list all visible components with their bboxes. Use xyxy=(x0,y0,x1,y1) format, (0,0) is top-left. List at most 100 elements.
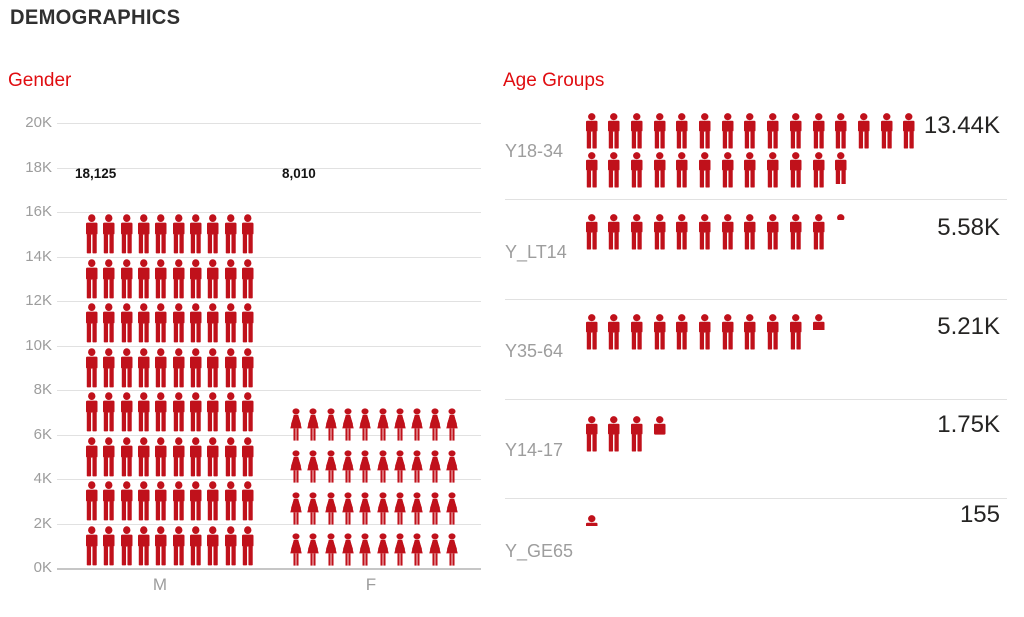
person-icon-male[interactable] xyxy=(223,214,239,255)
person-icon-male[interactable] xyxy=(652,314,668,351)
person-icon-male[interactable] xyxy=(720,314,736,351)
person-icon-male[interactable] xyxy=(205,436,221,478)
person-icon-male[interactable] xyxy=(136,436,152,478)
person-icon-male[interactable] xyxy=(240,303,256,344)
person-icon-male[interactable] xyxy=(119,347,135,389)
person-icon-female[interactable] xyxy=(357,491,373,526)
person-icon-male[interactable] xyxy=(629,151,645,189)
person-icon-male[interactable] xyxy=(765,112,781,150)
person-icon-male[interactable] xyxy=(223,436,239,478)
person-icon-male[interactable] xyxy=(652,151,668,189)
person-icon-male[interactable] xyxy=(584,416,600,453)
person-icon-male[interactable] xyxy=(136,258,152,300)
person-icon-female[interactable] xyxy=(340,491,356,526)
person-icon-male[interactable] xyxy=(84,258,100,300)
person-icon-male[interactable] xyxy=(171,481,187,522)
person-icon-female[interactable] xyxy=(288,408,304,442)
person-icon-female[interactable] xyxy=(288,533,304,567)
person-icon-male[interactable] xyxy=(652,112,668,150)
person-icon-female[interactable] xyxy=(427,491,443,526)
person-icon-male[interactable] xyxy=(136,525,152,567)
person-icon-male[interactable] xyxy=(674,112,690,150)
person-icon-male[interactable] xyxy=(188,525,204,567)
person-icon-male[interactable] xyxy=(101,525,117,567)
person-icon-male[interactable] xyxy=(788,151,804,189)
person-icon-female[interactable] xyxy=(444,408,460,442)
person-icon-female[interactable] xyxy=(323,408,339,442)
person-icon-male[interactable] xyxy=(153,525,169,567)
person-icon-female[interactable] xyxy=(375,491,391,526)
person-icon-male[interactable] xyxy=(119,481,135,522)
person-icon-male[interactable] xyxy=(205,525,221,567)
person-icon-male[interactable] xyxy=(153,303,169,344)
person-icon-male[interactable] xyxy=(765,151,781,189)
person-icon-male[interactable] xyxy=(720,112,736,150)
person-icon-female[interactable] xyxy=(375,408,391,442)
person-icon-female[interactable] xyxy=(427,408,443,442)
person-icon-female[interactable] xyxy=(305,450,321,484)
person-icon-male[interactable] xyxy=(742,151,758,189)
person-icon-female[interactable] xyxy=(357,408,373,442)
person-icon-male[interactable] xyxy=(84,214,100,255)
person-icon-male[interactable] xyxy=(788,214,804,251)
person-icon-male[interactable] xyxy=(136,303,152,344)
person-icon-female[interactable] xyxy=(340,408,356,442)
person-icon-female[interactable] xyxy=(375,533,391,567)
person-icon-female[interactable] xyxy=(409,408,425,442)
person-icon-male[interactable] xyxy=(84,392,100,433)
person-icon-male[interactable] xyxy=(811,214,827,251)
person-icon-male[interactable] xyxy=(84,525,100,567)
person-icon-female[interactable] xyxy=(427,533,443,567)
person-icon-male[interactable] xyxy=(101,303,117,344)
person-icon-male[interactable] xyxy=(240,347,256,389)
person-icon-male[interactable] xyxy=(674,151,690,189)
person-icon-male[interactable] xyxy=(101,436,117,478)
person-icon-male[interactable] xyxy=(205,481,221,522)
person-icon-male[interactable] xyxy=(742,112,758,150)
person-icon-female[interactable] xyxy=(392,533,408,567)
person-icon-male[interactable] xyxy=(584,151,600,189)
person-icon-male[interactable] xyxy=(606,214,622,251)
person-icon-male[interactable] xyxy=(84,347,100,389)
person-icon-male[interactable] xyxy=(584,214,600,251)
person-icon-male[interactable] xyxy=(240,258,256,300)
person-icon-female[interactable] xyxy=(288,491,304,526)
person-icon-female[interactable] xyxy=(340,450,356,484)
person-icon-male[interactable] xyxy=(606,416,622,453)
person-icon-male[interactable] xyxy=(153,436,169,478)
person-icon-male[interactable] xyxy=(101,258,117,300)
person-icon-male[interactable] xyxy=(119,436,135,478)
person-icon-male[interactable] xyxy=(188,436,204,478)
person-icon-female[interactable] xyxy=(357,533,373,567)
person-icon-male[interactable] xyxy=(720,151,736,189)
person-icon-male[interactable] xyxy=(652,214,668,251)
person-icon-male[interactable] xyxy=(720,214,736,251)
person-icon-male[interactable] xyxy=(697,214,713,251)
person-icon-male[interactable] xyxy=(697,112,713,150)
person-icon-male[interactable] xyxy=(119,258,135,300)
person-icon-male[interactable] xyxy=(811,314,827,330)
person-icon-male[interactable] xyxy=(765,214,781,251)
person-icon-male[interactable] xyxy=(171,258,187,300)
person-icon-female[interactable] xyxy=(444,450,460,484)
person-icon-male[interactable] xyxy=(606,314,622,351)
person-icon-male[interactable] xyxy=(188,303,204,344)
person-icon-male[interactable] xyxy=(205,303,221,344)
person-icon-male[interactable] xyxy=(171,392,187,433)
person-icon-female[interactable] xyxy=(323,450,339,484)
person-icon-male[interactable] xyxy=(188,347,204,389)
person-icon-female[interactable] xyxy=(288,450,304,484)
person-icon-male[interactable] xyxy=(811,112,827,150)
person-icon-male[interactable] xyxy=(223,525,239,567)
person-icon-female[interactable] xyxy=(375,450,391,484)
person-icon-male[interactable] xyxy=(223,303,239,344)
person-icon-male[interactable] xyxy=(188,214,204,255)
person-icon-female[interactable] xyxy=(357,450,373,484)
person-icon-male[interactable] xyxy=(240,436,256,478)
person-icon-male[interactable] xyxy=(136,214,152,255)
person-icon-male[interactable] xyxy=(84,436,100,478)
person-icon-male[interactable] xyxy=(833,112,849,150)
person-icon-male[interactable] xyxy=(652,416,668,435)
person-icon-female[interactable] xyxy=(305,408,321,442)
person-icon-male[interactable] xyxy=(101,347,117,389)
